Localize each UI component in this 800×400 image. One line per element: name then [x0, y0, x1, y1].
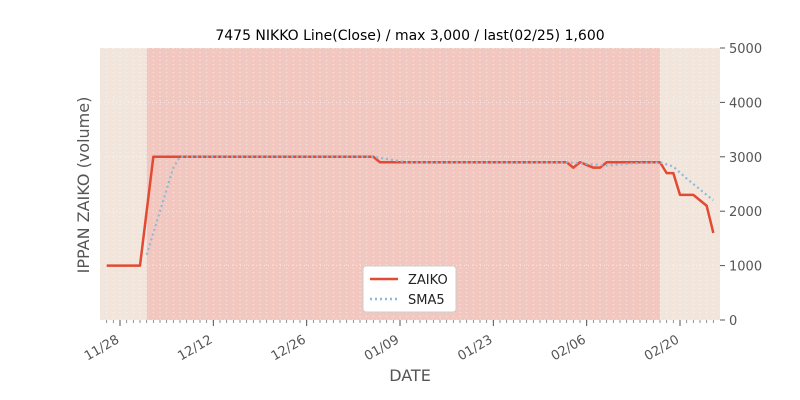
- y-axis-label: IPPAN ZAIKO (volume): [74, 97, 93, 274]
- legend-box: [362, 265, 457, 313]
- y-tick-label: 0: [729, 314, 737, 329]
- x-axis-label: DATE: [389, 366, 431, 385]
- series-group: [106, 155, 715, 267]
- y-tick-label: 1000: [729, 260, 762, 275]
- series-line-zaiko: [106, 155, 715, 267]
- legend: ZAIKO SMA5: [362, 265, 457, 313]
- band-0: [100, 48, 147, 320]
- band-2: [660, 48, 720, 320]
- legend-label-sma5: SMA5: [408, 293, 445, 308]
- y-tick-label: 2000: [729, 205, 762, 220]
- legend-label-zaiko: ZAIKO: [408, 273, 448, 288]
- y-tick-label: 4000: [729, 96, 762, 111]
- background-bands: [100, 48, 720, 320]
- chart-title: 7475 NIKKO Line(Close) / max 3,000 / las…: [215, 28, 604, 44]
- series-line-sma5: [145, 155, 715, 256]
- y-tick-label: 3000: [729, 151, 762, 166]
- y-tick-label: 5000: [729, 42, 762, 57]
- y-ticks: 0 1000 2000 3000 4000 5000: [720, 42, 762, 329]
- grid: [100, 47, 720, 321]
